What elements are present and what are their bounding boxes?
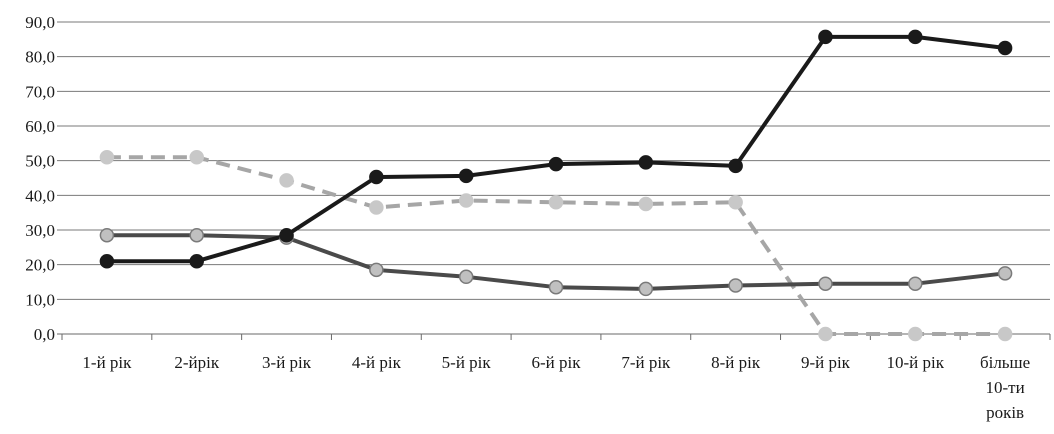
series-1-point xyxy=(458,193,474,208)
series-1-point xyxy=(908,326,923,342)
series-1-point xyxy=(369,200,384,215)
y-tick-label: 30,0 xyxy=(25,221,55,240)
series-markers xyxy=(99,29,1013,342)
series-1-point xyxy=(548,195,564,210)
y-tick-label: 10,0 xyxy=(25,290,55,309)
y-tick-label: 20,0 xyxy=(25,256,55,275)
x-tick-label-line: 8-й рік xyxy=(711,353,761,372)
series-2-point xyxy=(728,278,743,293)
series-3-point xyxy=(189,253,204,269)
x-tick-label-line: 3-й рік xyxy=(262,353,312,372)
x-tick-label: 8-й рік xyxy=(711,353,761,372)
x-tick-label-line: 4-й рік xyxy=(352,353,402,372)
x-tick-label: 9-й рік xyxy=(801,353,851,372)
x-tick-label-line: 6-й рік xyxy=(532,353,582,372)
x-tick-label: 2-йрік xyxy=(174,353,219,372)
x-tick-label: 6-й рік xyxy=(532,353,582,372)
x-tick-label: 7-й рік xyxy=(621,353,671,372)
x-tick-label-line: 7-й рік xyxy=(621,353,671,372)
x-tick-label-line: більше xyxy=(980,353,1030,372)
x-tick-label: 10-й рік xyxy=(887,353,945,372)
x-tick-label: 3-й рік xyxy=(262,353,312,372)
series-1-point xyxy=(99,149,115,165)
series-1-point xyxy=(279,173,294,188)
x-tick-label: 5-й рік xyxy=(442,353,492,372)
series-2-point xyxy=(548,279,564,295)
series-3-point xyxy=(638,155,654,170)
x-tick-label-line: 2-йрік xyxy=(174,353,219,372)
series-1-point xyxy=(818,326,833,342)
y-axis-tick-labels: 0,0 10,0 20,0 30,0 40,0 50,0 60,0 70,0 80,0 90,0 xyxy=(25,13,55,344)
y-tick-label: 60,0 xyxy=(25,117,55,136)
series-1-point xyxy=(638,196,654,212)
x-tick-label-line: 9-й рік xyxy=(801,353,851,372)
y-tick-label: 90,0 xyxy=(25,13,55,32)
series-2-point xyxy=(99,227,115,243)
x-tick-label-line: 10-ти xyxy=(985,378,1024,397)
x-tick-label-line: 10-й рік xyxy=(887,353,945,372)
series-2-point xyxy=(638,281,654,297)
x-tick-label: 4-й рік xyxy=(352,353,402,372)
series-3-point xyxy=(548,156,564,172)
x-tick-label-line: років xyxy=(986,403,1024,422)
series-line-1 xyxy=(106,155,1006,336)
series-2-point xyxy=(908,276,923,291)
series-3-point xyxy=(818,29,833,45)
x-tick-label-line: 1-й рік xyxy=(82,353,132,372)
series-3-point xyxy=(369,169,384,185)
series-2-point xyxy=(369,262,384,278)
series-3-point xyxy=(458,168,474,184)
x-tick-label: 1-й рік xyxy=(82,353,132,372)
series-2-point xyxy=(458,269,474,285)
x-axis-tick-labels: 1-й рік 2-йрік 3-й рік 4-й рік 5-й рік 6-й рі… xyxy=(82,353,1030,422)
x-tick-label: більше 10-ти років xyxy=(980,353,1030,422)
y-tick-label: 40,0 xyxy=(25,186,55,205)
series-3-point xyxy=(728,158,743,174)
y-tick-label: 50,0 xyxy=(25,152,55,171)
series-3-point xyxy=(997,40,1013,56)
series-3-point xyxy=(99,253,115,269)
series-2-point xyxy=(189,227,204,243)
y-tick-label: 0,0 xyxy=(34,325,55,344)
series-3-point xyxy=(908,29,923,45)
series-2-point xyxy=(818,276,833,291)
x-tick-label-line: 5-й рік xyxy=(442,353,492,372)
series-2-point xyxy=(997,266,1013,281)
series-3-point xyxy=(279,227,294,243)
series-1-point xyxy=(189,149,204,165)
series-1-point xyxy=(728,195,743,210)
y-tick-label: 80,0 xyxy=(25,48,55,67)
series-1-point xyxy=(997,326,1013,342)
series-line-3 xyxy=(106,34,1006,264)
y-tick-label: 70,0 xyxy=(25,82,55,101)
